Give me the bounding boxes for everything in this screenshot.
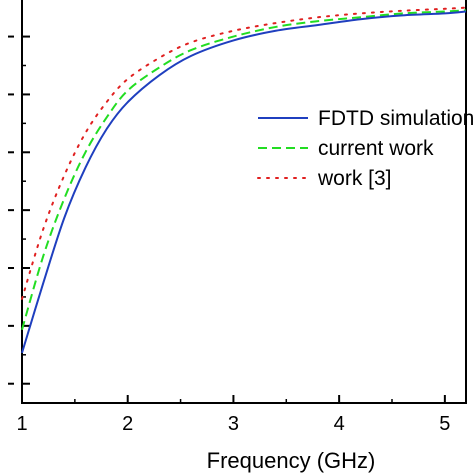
legend-label: work [3]	[317, 167, 392, 190]
x-tick-label: 3	[228, 413, 239, 435]
x-tick-label: 1	[16, 413, 27, 435]
x-tick-label: 4	[334, 413, 345, 435]
x-tick-label: 5	[439, 413, 450, 435]
axes: 1 2 3 4 5	[8, 0, 467, 435]
series-lines	[21, 6, 467, 354]
legend: FDTD simulation current work work [3]	[257, 107, 474, 190]
series-line-current-work	[21, 9, 467, 330]
legend-label: FDTD simulation	[318, 107, 474, 130]
series-line-work-3	[21, 6, 467, 300]
plot-frame	[21, 0, 467, 404]
legend-label: current work	[318, 137, 434, 160]
series-line-fdtd-simulation	[21, 10, 467, 354]
x-axis-title: Frequency (GHz)	[207, 448, 376, 473]
x-tick-label: 2	[122, 413, 133, 435]
